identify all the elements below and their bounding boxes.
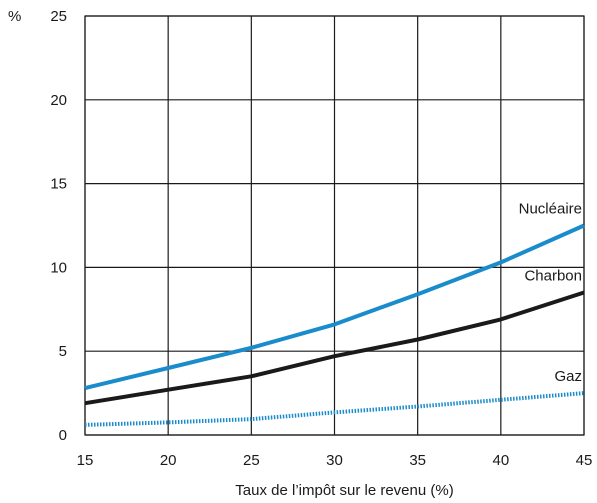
grid <box>84 15 585 436</box>
series-line-2 <box>84 290 585 406</box>
tick-labels: 15 20 25 30 35 40 45 0 5 10 15 20 25 <box>50 8 592 469</box>
x-tick-label-40: 40 <box>492 452 509 469</box>
x-axis-label: Taux de l’impôt sur le revenu (%) <box>235 482 453 499</box>
y-tick-label-20: 20 <box>50 92 67 109</box>
y-tick-label-10: 10 <box>50 259 67 276</box>
y-axis-label: % <box>8 8 21 25</box>
y-tick-label-0: 0 <box>59 427 67 444</box>
series-line-3 <box>84 391 585 427</box>
x-tick-label-45: 45 <box>576 452 593 469</box>
x-tick-label-20: 20 <box>160 452 177 469</box>
series-lines <box>84 223 585 427</box>
series-label-1: Nucléaire <box>519 201 582 218</box>
x-tick-label-30: 30 <box>326 452 343 469</box>
y-tick-label-25: 25 <box>50 8 67 25</box>
y-tick-label-15: 15 <box>50 176 67 193</box>
series-labels: Nucléaire Charbon Gaz <box>519 201 582 386</box>
x-tick-label-15: 15 <box>77 452 94 469</box>
series-line-1 <box>84 223 585 391</box>
x-tick-label-25: 25 <box>243 452 260 469</box>
y-tick-label-5: 5 <box>59 343 67 360</box>
x-tick-label-35: 35 <box>409 452 426 469</box>
series-label-3: Gaz <box>554 368 582 385</box>
series-label-2: Charbon <box>524 268 582 285</box>
